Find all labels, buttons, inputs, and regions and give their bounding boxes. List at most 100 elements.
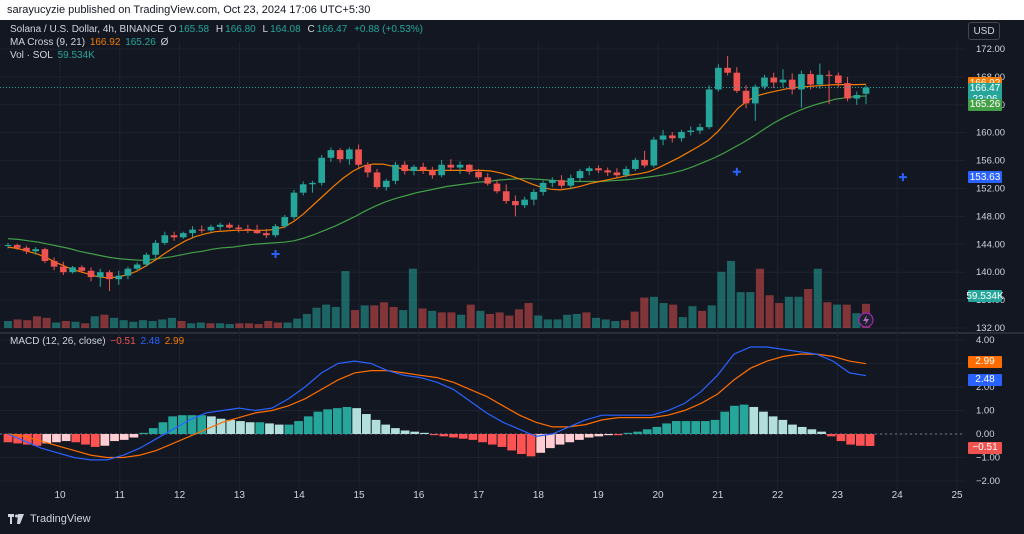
symbol-legend[interactable]: Solana / U.S. Dollar, 4h, BINANCE O 165.5… <box>10 24 425 35</box>
macd-line <box>7 346 867 461</box>
volume-bar <box>823 302 832 328</box>
candle-body <box>124 268 132 276</box>
candle-body <box>115 275 123 280</box>
ma-hidden-icon[interactable]: Ø <box>160 37 169 48</box>
candle-body <box>585 168 593 172</box>
volume-legend[interactable]: Vol · SOL 59.534K <box>10 50 97 61</box>
candle-body <box>327 150 335 158</box>
ma-fast-line <box>7 83 867 279</box>
macd-histogram-bar <box>759 411 768 434</box>
macd-histogram-bar <box>52 434 61 443</box>
candle-body <box>281 217 289 227</box>
volume-bar <box>42 317 51 328</box>
ma-label: MA Cross (9, 21) <box>10 37 86 48</box>
macd-histogram-bar <box>720 411 730 434</box>
candle-body <box>263 233 270 236</box>
candle-body <box>539 182 547 192</box>
candle-body <box>761 77 768 87</box>
price-flag: 166.47 <box>968 82 1002 95</box>
macd-signal-value: 2.99 <box>164 336 185 347</box>
candle-body <box>659 135 667 140</box>
publisher-text: sarayucyzie published on TradingView.com… <box>7 4 371 16</box>
volume-bar <box>312 307 321 328</box>
candle-body <box>724 67 731 73</box>
candle-body <box>106 272 113 280</box>
volume-bar <box>100 314 109 328</box>
volume-bar <box>669 304 678 328</box>
date-tick-label: 17 <box>473 490 485 501</box>
symbol-title: Solana / U.S. Dollar, 4h, BINANCE <box>10 24 164 35</box>
candle-body <box>392 164 399 181</box>
candle-body <box>318 157 325 183</box>
candle-body <box>825 74 833 76</box>
macd-histogram-bar <box>536 434 546 453</box>
volume-bar <box>457 314 466 328</box>
macd-histogram-bar <box>797 426 807 434</box>
macd-histogram-bar <box>516 434 526 454</box>
candle-body <box>207 226 215 231</box>
macd-histogram-bar <box>642 429 652 434</box>
ohlc-high: H 166.80 <box>215 24 256 35</box>
candle-body <box>60 266 67 273</box>
macd-histogram-bar <box>778 419 788 434</box>
macd-histogram-bar <box>245 422 255 434</box>
volume-bar <box>61 320 70 328</box>
volume-bar <box>755 268 765 328</box>
candle-body <box>216 224 224 227</box>
candle-body <box>844 83 851 99</box>
candle-body <box>438 164 445 176</box>
volume-bar <box>746 292 755 328</box>
candle-body <box>198 229 206 231</box>
date-tick-label: 15 <box>353 490 365 501</box>
ohlc-open: O 165.58 <box>168 24 210 35</box>
currency-selector[interactable]: USD <box>968 22 1000 40</box>
macd-signal-line <box>7 353 867 459</box>
date-tick-label: 19 <box>593 490 605 501</box>
macd-histogram-bar <box>207 416 216 434</box>
candle-body <box>429 170 436 176</box>
candle-body <box>779 79 787 83</box>
volume-bar <box>775 303 784 328</box>
candle-body <box>613 172 621 176</box>
macd-histogram-bar <box>749 406 759 434</box>
volume-bar <box>543 319 552 328</box>
volume-bar <box>678 317 687 328</box>
candle-body <box>13 244 21 248</box>
price-flag: 165.26 <box>968 98 1002 111</box>
macd-line-value: 2.48 <box>140 336 160 347</box>
macd-histogram-bar <box>449 434 458 438</box>
candle-body <box>336 150 344 160</box>
volume-bar <box>572 313 581 328</box>
macd-tick-label: −2.00 <box>976 476 1000 487</box>
macd-histogram-bar <box>42 434 52 444</box>
volume-bar <box>254 324 263 328</box>
news-lightning-icon[interactable] <box>858 312 874 328</box>
macd-histogram-bar <box>739 404 749 434</box>
macd-legend[interactable]: MACD (12, 26, close) −0.51 2.48 2.99 <box>10 336 186 347</box>
candle-body <box>4 244 12 246</box>
ma-legend[interactable]: MA Cross (9, 21) 166.92 165.26 Ø <box>10 37 170 48</box>
macd-histogram-bar <box>487 434 497 445</box>
macd-histogram-bar <box>691 421 701 434</box>
volume-bar <box>794 296 803 328</box>
volume-bar <box>659 303 668 328</box>
macd-histogram-bar <box>594 434 604 437</box>
volume-bar <box>736 292 745 328</box>
macd-histogram-bar <box>294 421 303 434</box>
volume-bar <box>81 323 90 328</box>
macd-histogram-bar <box>168 416 178 434</box>
volume-bar <box>514 309 523 328</box>
volume-bar <box>109 317 119 328</box>
volume-bar <box>71 321 80 328</box>
macd-label: MACD (12, 26, close) <box>10 336 106 347</box>
volume-bar <box>592 317 601 328</box>
candle-body <box>622 168 630 176</box>
ma-cross-marker <box>898 173 907 182</box>
volume-bar <box>582 312 591 328</box>
candle-body <box>650 139 658 166</box>
macd-tick-label: −1.00 <box>976 453 1000 464</box>
volume-bar <box>3 320 13 328</box>
macd-histogram-bar <box>497 434 507 447</box>
